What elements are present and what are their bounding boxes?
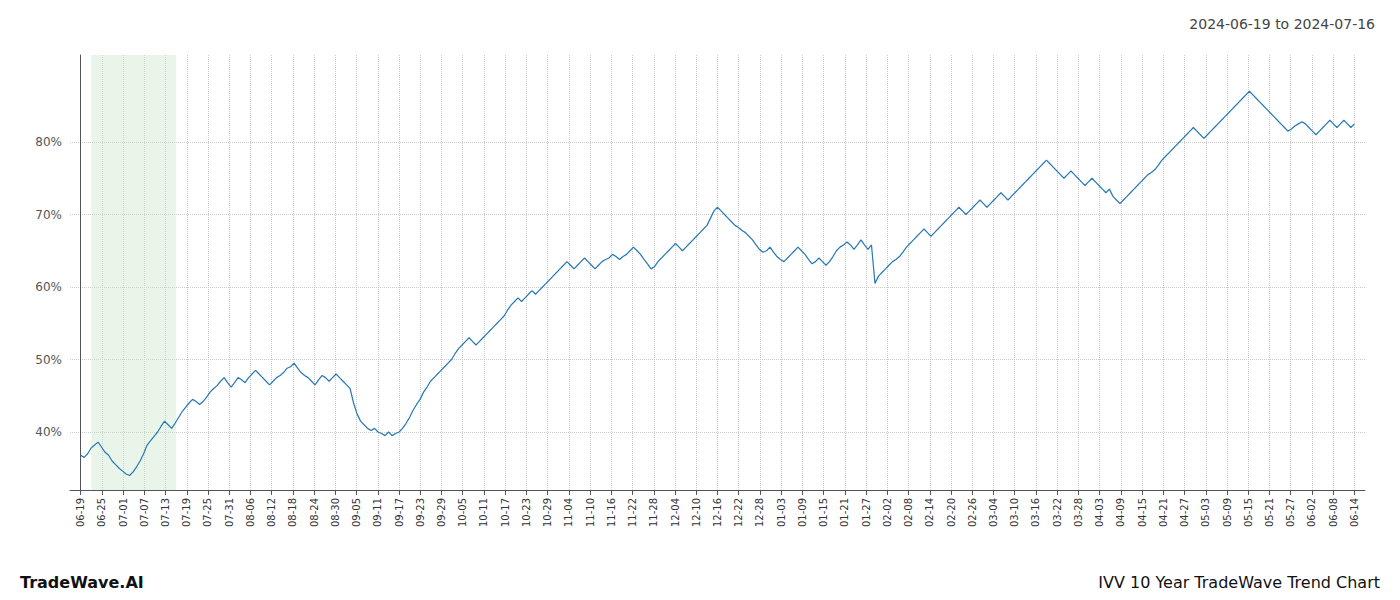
svg-text:09-29: 09-29: [436, 498, 447, 527]
svg-text:08-06: 08-06: [245, 498, 256, 527]
svg-text:10-11: 10-11: [478, 498, 489, 527]
svg-text:08-24: 08-24: [309, 498, 320, 527]
svg-text:11-28: 11-28: [648, 498, 659, 527]
svg-text:10-05: 10-05: [457, 498, 468, 527]
svg-text:10-23: 10-23: [521, 498, 532, 527]
svg-text:05-03: 05-03: [1200, 498, 1211, 527]
svg-text:11-04: 11-04: [563, 498, 574, 527]
svg-text:06-25: 06-25: [96, 498, 107, 527]
svg-text:05-21: 05-21: [1264, 498, 1275, 527]
svg-text:04-15: 04-15: [1137, 498, 1148, 527]
svg-text:09-11: 09-11: [372, 498, 383, 527]
svg-text:02-02: 02-02: [882, 498, 893, 527]
svg-text:40%: 40%: [35, 425, 62, 439]
svg-text:09-17: 09-17: [394, 498, 405, 527]
svg-text:09-23: 09-23: [415, 498, 426, 527]
svg-text:11-16: 11-16: [606, 498, 617, 527]
svg-text:12-22: 12-22: [733, 498, 744, 527]
svg-text:08-12: 08-12: [266, 498, 277, 527]
svg-text:50%: 50%: [35, 353, 62, 367]
svg-text:05-15: 05-15: [1243, 498, 1254, 527]
svg-text:04-09: 04-09: [1115, 498, 1126, 527]
svg-text:07-13: 07-13: [160, 498, 171, 527]
svg-text:07-19: 07-19: [181, 498, 192, 527]
svg-text:03-22: 03-22: [1052, 498, 1063, 527]
svg-text:03-10: 03-10: [1009, 498, 1020, 527]
svg-text:11-10: 11-10: [585, 498, 596, 527]
svg-text:12-04: 12-04: [670, 498, 681, 527]
svg-text:07-31: 07-31: [224, 498, 235, 527]
svg-text:09-05: 09-05: [351, 498, 362, 527]
svg-text:03-28: 03-28: [1073, 498, 1084, 527]
svg-text:04-27: 04-27: [1179, 498, 1190, 527]
svg-text:07-25: 07-25: [202, 498, 213, 527]
svg-text:04-21: 04-21: [1158, 498, 1169, 527]
svg-text:06-02: 06-02: [1306, 498, 1317, 527]
svg-text:10-17: 10-17: [500, 498, 511, 527]
svg-text:01-15: 01-15: [818, 498, 829, 527]
svg-text:TradeWave.AI: TradeWave.AI: [20, 573, 144, 592]
svg-text:IVV 10 Year TradeWave Trend Ch: IVV 10 Year TradeWave Trend Chart: [1098, 573, 1380, 592]
svg-text:02-14: 02-14: [924, 498, 935, 527]
svg-text:80%: 80%: [35, 135, 62, 149]
svg-text:08-30: 08-30: [330, 498, 341, 527]
svg-text:02-08: 02-08: [903, 498, 914, 527]
svg-text:06-14: 06-14: [1349, 498, 1360, 527]
svg-text:01-03: 01-03: [776, 498, 787, 527]
svg-text:12-16: 12-16: [712, 498, 723, 527]
svg-text:01-21: 01-21: [839, 498, 850, 527]
svg-text:70%: 70%: [35, 208, 62, 222]
svg-text:07-01: 07-01: [118, 498, 129, 527]
svg-text:08-18: 08-18: [287, 498, 298, 527]
svg-text:2024-06-19 to 2024-07-16: 2024-06-19 to 2024-07-16: [1189, 16, 1375, 32]
svg-text:02-20: 02-20: [946, 498, 957, 527]
svg-text:01-09: 01-09: [797, 498, 808, 527]
svg-text:12-28: 12-28: [754, 498, 765, 527]
svg-text:03-04: 03-04: [988, 498, 999, 527]
svg-text:03-16: 03-16: [1030, 498, 1041, 527]
svg-text:05-09: 05-09: [1222, 498, 1233, 527]
svg-text:02-26: 02-26: [967, 498, 978, 527]
svg-text:01-27: 01-27: [861, 498, 872, 527]
svg-text:05-27: 05-27: [1285, 498, 1296, 527]
svg-text:11-22: 11-22: [627, 498, 638, 527]
svg-text:06-19: 06-19: [75, 498, 86, 527]
svg-text:12-10: 12-10: [691, 498, 702, 527]
svg-text:06-08: 06-08: [1328, 498, 1339, 527]
svg-text:10-29: 10-29: [542, 498, 553, 527]
svg-text:07-07: 07-07: [139, 498, 150, 527]
svg-text:60%: 60%: [35, 280, 62, 294]
svg-text:04-03: 04-03: [1094, 498, 1105, 527]
